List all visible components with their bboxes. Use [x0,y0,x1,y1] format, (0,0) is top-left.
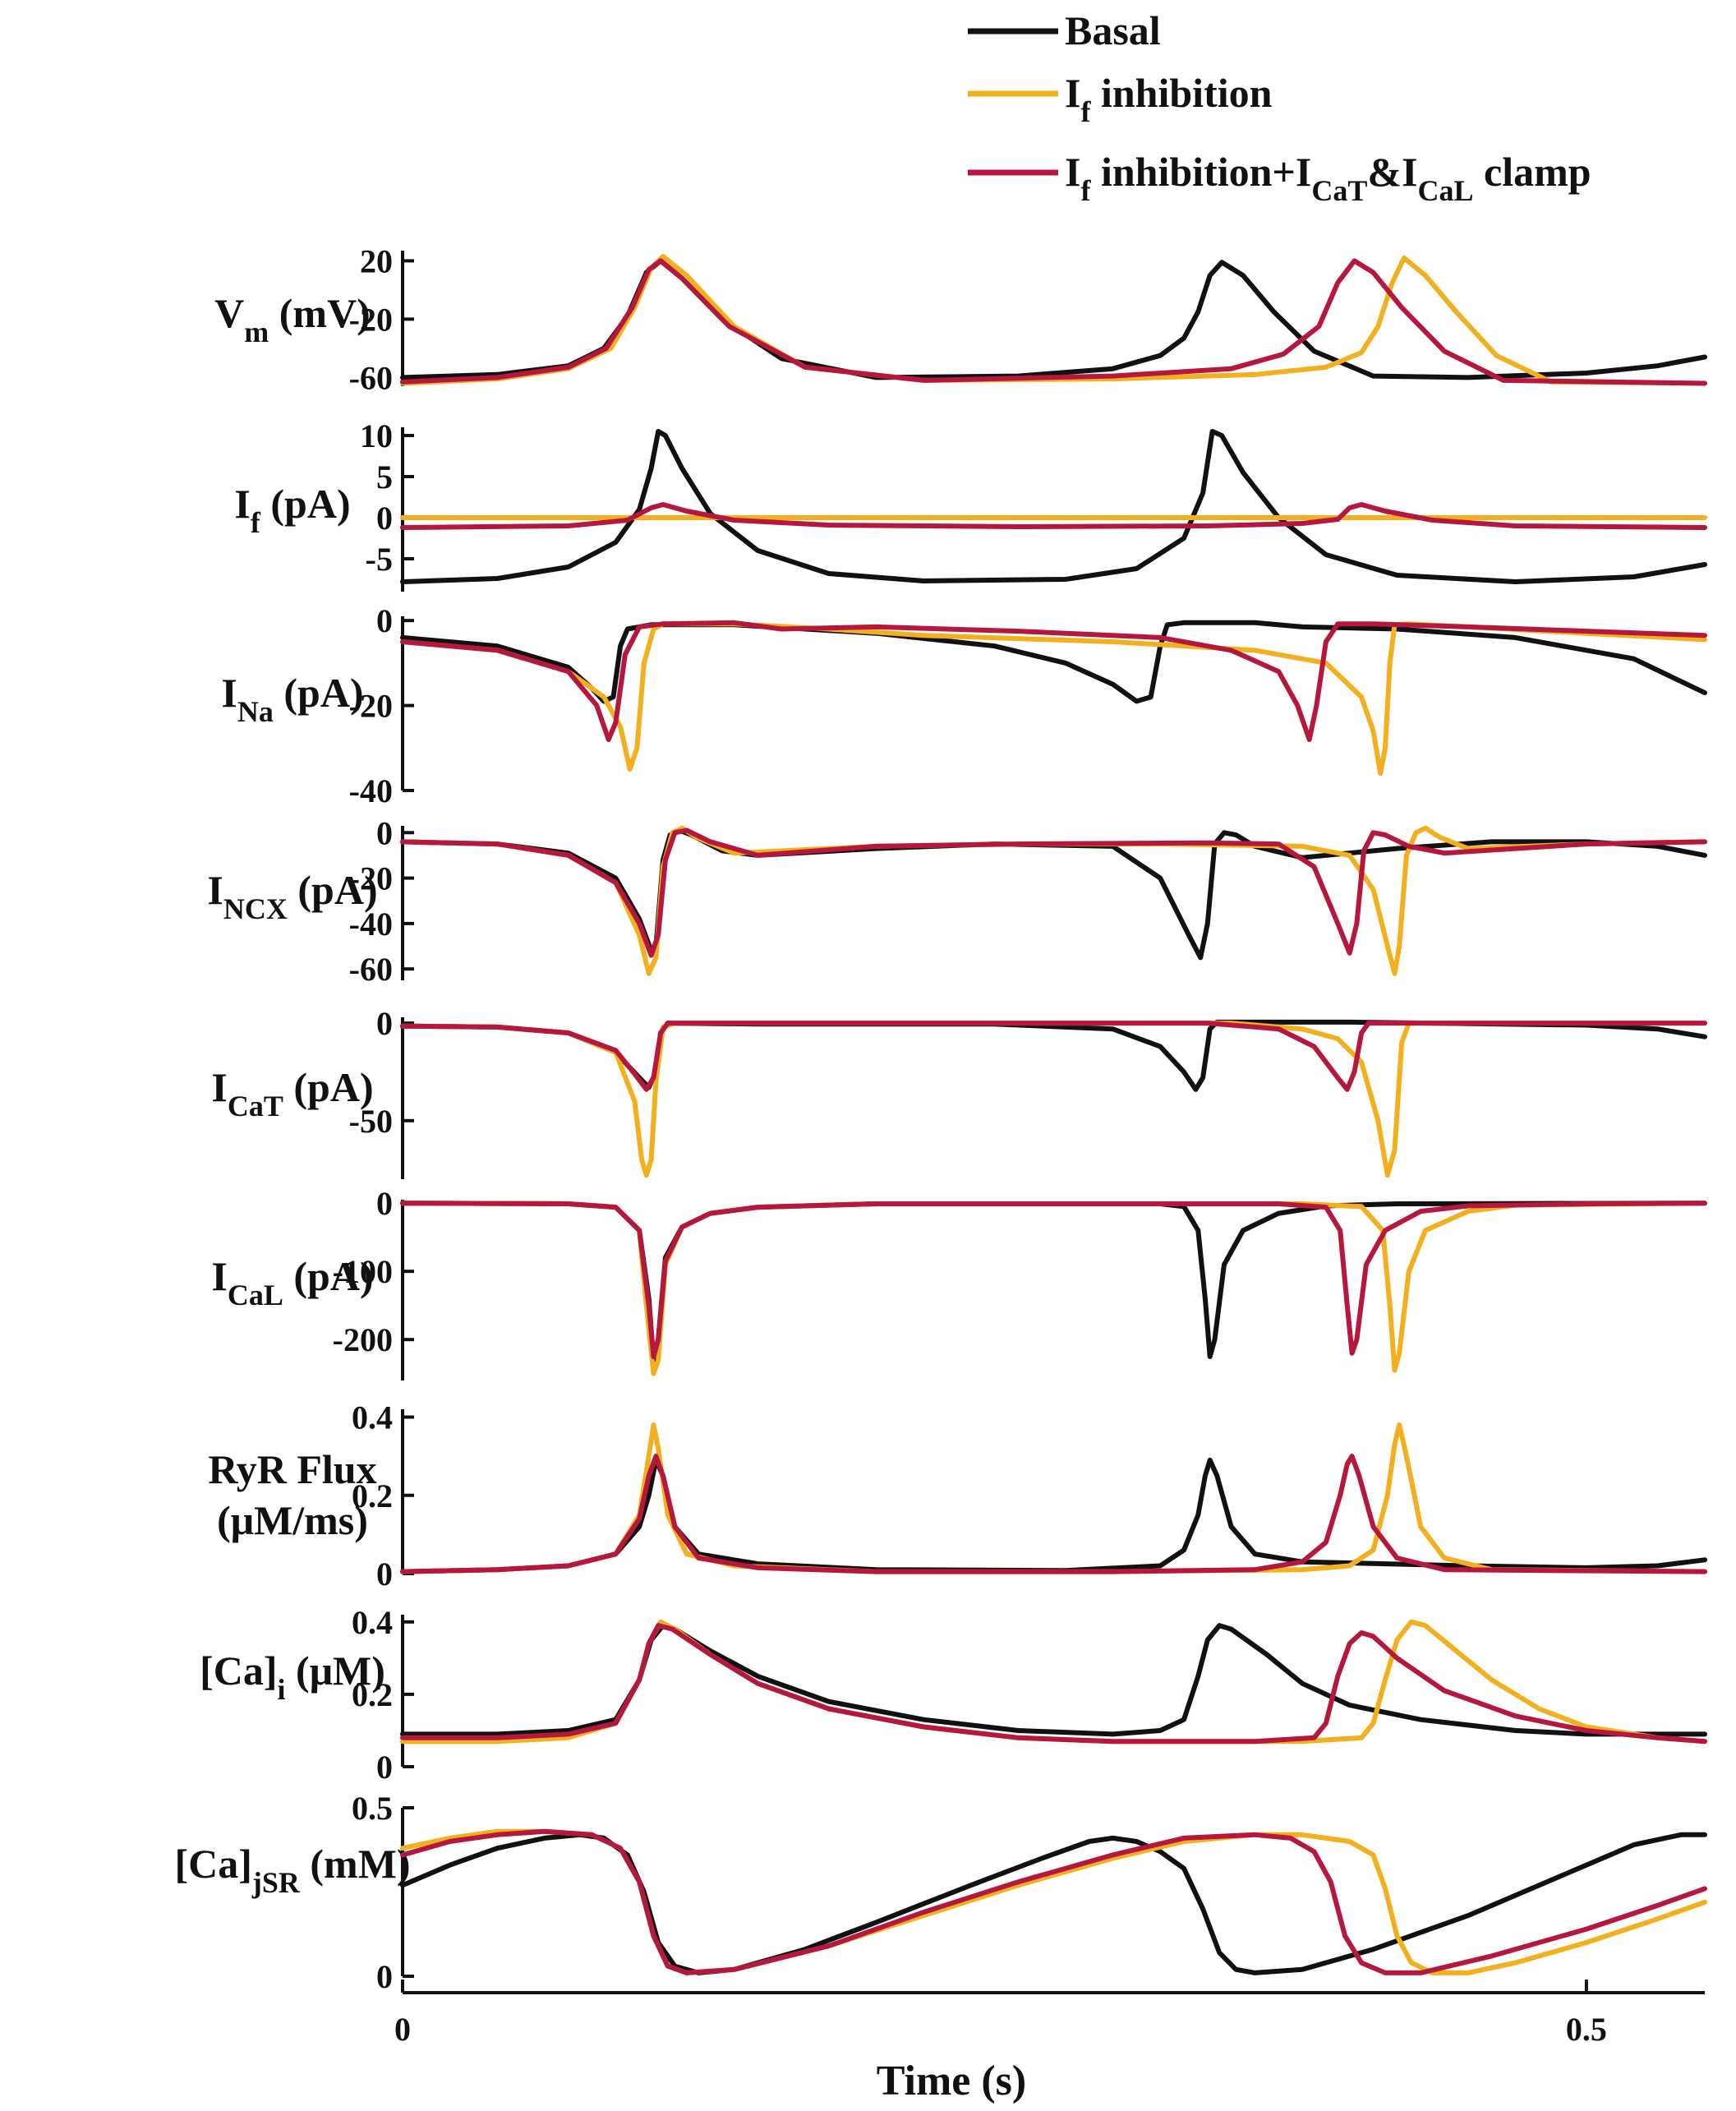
panel-label-cajsr: [Ca]jSR (mM) [174,1841,410,1899]
trace-ina-if-inhibition-icat-ical-clamp [400,620,1707,742]
trace-incx-if-inhibition-icat-ical-clamp [400,827,1707,958]
legend-label-basal: Basal [1065,7,1161,53]
y-tick-label-ryr: 0.2 [352,1477,393,1514]
panel-label-cai: [Ca]i (μM) [200,1648,385,1706]
y-tick-label-ina: -40 [349,772,393,809]
y-tick-label-incx: -40 [349,906,393,943]
panel-label-if: If (pA) [234,481,350,539]
panel-label-ical: ICaL (pA) [211,1253,373,1311]
panel-cajsr: 0.5 0 [Ca]jSR (mM) [174,1790,1707,1995]
x-axis: 0 0.5 [394,1980,1705,2048]
y-tick-label-vm: -60 [349,359,393,396]
y-tick-label-icat: -50 [349,1103,393,1140]
y-tick-label-if: 5 [376,459,393,495]
y-tick-label-ical: -100 [333,1253,393,1290]
y-tick-label-ryr: 0.4 [352,1399,393,1436]
trace-vm-if-inhibition-icat-ical-clamp [400,258,1707,386]
trace-if-if-inhibition-icat-ical-clamp [400,502,1707,530]
y-tick-label-cai: 0.2 [352,1676,393,1713]
panel-ina: 0 -20 -40 INa (pA) [221,602,1707,809]
trace-if-basal [400,429,1707,584]
y-tick-label-icat: 0 [376,1005,393,1042]
trace-cajsr-if-inhibition-icat-ical-clamp [400,1828,1707,1975]
trace-vm-if-inhibition [400,254,1707,386]
trace-icat-if-inhibition-icat-ical-clamp [400,1021,1707,1092]
panel-label-icat: ICaT (pA) [211,1064,373,1122]
x-tick-label: 0 [394,2011,411,2048]
x-tick-label: 0.5 [1566,2011,1607,2048]
panel-ical: 0 -100 -200 ICaL (pA) [211,1185,1707,1380]
y-tick-label-cajsr: 0 [376,1958,393,1995]
y-tick-label-ryr: 0 [376,1556,393,1592]
panel-incx: 0 -20 -40 -60 INCX (pA) [207,814,1707,988]
trace-ryr-basal [400,1457,1707,1574]
panels: 20 -20 -60 Vm (mV) 10 5 0 -5 If (pA) 0 -20 -40 INa (… [174,242,1707,1995]
panel-cai: 0.4 0.2 0 [Ca]i (μM) [200,1604,1707,1786]
y-tick-label-cajsr: 0.5 [352,1790,393,1827]
y-tick-label-cai: 0 [376,1749,393,1786]
panel-label-vm: Vm (mV) [214,290,371,348]
panel-label-ina: INa (pA) [221,670,363,728]
trace-ryr-if-inhibition-icat-ical-clamp [400,1454,1707,1574]
panel-label-incx: INCX (pA) [207,867,377,925]
y-tick-label-vm: -20 [349,301,393,338]
panel-if: 10 5 0 -5 If (pA) [234,417,1707,592]
y-tick-label-ical: 0 [376,1185,393,1222]
y-tick-label-incx: 0 [376,814,393,851]
y-tick-label-if: 0 [376,500,393,537]
trace-cai-if-inhibition-icat-ical-clamp [400,1623,1707,1745]
y-tick-label-incx: -20 [349,860,393,897]
y-tick-label-ical: -200 [333,1321,393,1358]
trace-ical-if-inhibition-icat-ical-clamp [400,1201,1707,1359]
y-tick-label-cai: 0.4 [352,1604,393,1641]
panel-label-ryr: RyR Flux (μM/ms) [208,1446,376,1543]
y-tick-label-ina: 0 [376,602,393,639]
trace-ina-if-inhibition [400,621,1707,777]
panel-vm: 20 -20 -60 Vm (mV) [214,242,1707,396]
y-tick-label-if: 10 [360,417,393,454]
y-tick-label-incx: -60 [349,951,393,988]
x-axis-label: Time (s) [877,2058,1026,2104]
y-tick-label-ina: -20 [349,688,393,725]
y-tick-label-if: -5 [366,541,393,578]
y-tick-label-vm: 20 [360,242,393,279]
